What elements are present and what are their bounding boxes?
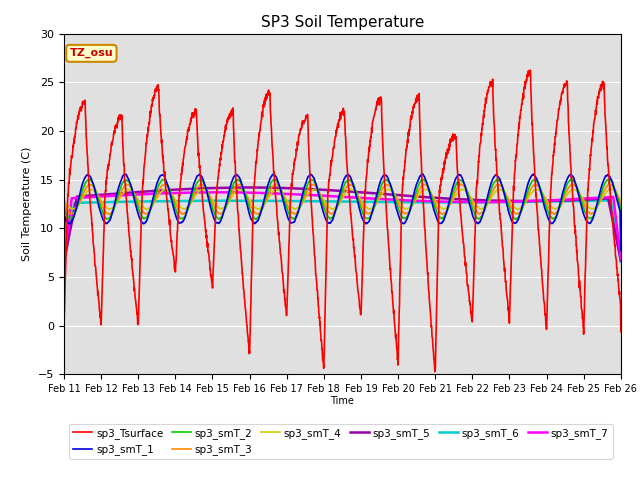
sp3_Tsurface (504, 305, 512, 311)
sp3_smT_5 (359, 190, 367, 195)
sp3_smT_3 (568, 181, 575, 187)
sp3_smT_7 (617, 256, 625, 262)
sp3_smT_6 (568, 198, 575, 204)
sp3_smT_3 (504, 197, 512, 203)
sp3_smT_6 (504, 199, 512, 205)
Line: sp3_smT_6: sp3_smT_6 (64, 200, 621, 264)
sp3_smT_7 (225, 190, 232, 195)
sp3_smT_5 (584, 197, 591, 203)
sp3_smT_7 (371, 196, 379, 202)
sp3_Tsurface (216, 166, 223, 172)
Legend: sp3_Tsurface, sp3_smT_1, sp3_smT_2, sp3_smT_3, sp3_smT_4, sp3_smT_5, sp3_smT_6, : sp3_Tsurface, sp3_smT_1, sp3_smT_2, sp3_… (69, 424, 612, 459)
sp3_smT_1 (358, 216, 366, 221)
Line: sp3_smT_3: sp3_smT_3 (64, 184, 621, 265)
sp3_smT_6 (617, 259, 625, 264)
sp3_smT_4 (60, 260, 68, 266)
Title: SP3 Soil Temperature: SP3 Soil Temperature (260, 15, 424, 30)
sp3_smT_4 (504, 195, 512, 201)
sp3_smT_1 (568, 173, 575, 179)
sp3_smT_6 (583, 198, 591, 204)
sp3_smT_7 (359, 195, 367, 201)
Y-axis label: Soil Temperature (C): Soil Temperature (C) (22, 147, 33, 261)
sp3_smT_2 (504, 202, 512, 207)
sp3_smT_2 (568, 176, 575, 182)
sp3_Tsurface (358, 267, 366, 273)
sp3_smT_7 (504, 199, 512, 204)
sp3_smT_7 (584, 195, 591, 201)
sp3_smT_5 (617, 258, 625, 264)
sp3_smT_4 (359, 200, 367, 206)
sp3_smT_4 (216, 205, 223, 211)
sp3_smT_1 (60, 268, 68, 274)
sp3_smT_1 (617, 248, 625, 253)
sp3_smT_5 (216, 185, 223, 191)
sp3_smT_7 (216, 190, 223, 195)
sp3_smT_3 (569, 181, 577, 187)
sp3_smT_2 (584, 214, 591, 219)
sp3_smT_5 (371, 191, 379, 196)
sp3_smT_5 (60, 259, 68, 264)
sp3_smT_1 (216, 220, 223, 226)
Line: sp3_smT_2: sp3_smT_2 (64, 179, 621, 267)
sp3_smT_5 (504, 198, 512, 204)
sp3_smT_6 (60, 262, 68, 267)
sp3_smT_2 (60, 264, 68, 270)
sp3_smT_1 (371, 200, 378, 206)
sp3_smT_3 (617, 240, 625, 246)
sp3_smT_1 (584, 219, 591, 225)
sp3_smT_4 (568, 187, 575, 193)
X-axis label: Time: Time (330, 396, 355, 406)
sp3_smT_1 (419, 171, 426, 177)
sp3_Tsurface (431, 369, 438, 374)
sp3_Tsurface (617, 329, 625, 335)
Line: sp3_Tsurface: sp3_Tsurface (64, 70, 621, 372)
sp3_Tsurface (527, 67, 534, 73)
sp3_smT_4 (584, 202, 591, 208)
sp3_smT_4 (198, 186, 205, 192)
sp3_smT_6 (358, 199, 366, 204)
sp3_Tsurface (568, 180, 576, 186)
sp3_smT_3 (358, 204, 366, 209)
sp3_smT_2 (617, 244, 625, 250)
sp3_smT_6 (216, 198, 223, 204)
sp3_smT_2 (216, 216, 223, 222)
sp3_Tsurface (584, 194, 591, 200)
Line: sp3_smT_4: sp3_smT_4 (64, 189, 621, 263)
sp3_smT_3 (60, 262, 68, 268)
Line: sp3_smT_7: sp3_smT_7 (64, 192, 621, 262)
Line: sp3_smT_5: sp3_smT_5 (64, 187, 621, 262)
sp3_smT_3 (216, 211, 223, 216)
sp3_smT_7 (568, 196, 575, 202)
sp3_smT_6 (371, 199, 378, 205)
sp3_smT_4 (371, 203, 379, 208)
sp3_smT_4 (617, 239, 625, 245)
sp3_smT_5 (244, 184, 252, 190)
Line: sp3_smT_1: sp3_smT_1 (64, 174, 621, 271)
sp3_smT_6 (607, 197, 614, 203)
sp3_smT_5 (568, 197, 575, 203)
Text: TZ_osu: TZ_osu (70, 48, 113, 59)
sp3_smT_2 (568, 177, 575, 182)
sp3_smT_2 (358, 209, 366, 215)
sp3_smT_3 (584, 208, 591, 214)
sp3_smT_3 (371, 204, 378, 210)
sp3_smT_7 (60, 259, 68, 265)
sp3_smT_2 (371, 203, 378, 209)
sp3_smT_1 (504, 208, 512, 214)
sp3_Tsurface (371, 112, 378, 118)
sp3_Tsurface (60, 323, 68, 329)
